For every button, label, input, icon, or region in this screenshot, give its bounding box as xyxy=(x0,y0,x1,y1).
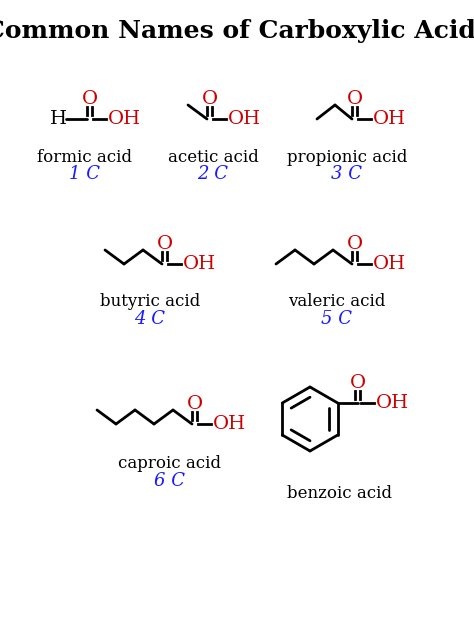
Text: O: O xyxy=(187,395,203,413)
Text: 3 C: 3 C xyxy=(331,165,363,183)
Text: 1 C: 1 C xyxy=(70,165,100,183)
Text: O: O xyxy=(347,235,363,253)
Text: O: O xyxy=(157,235,173,253)
Text: valeric acid: valeric acid xyxy=(288,293,386,311)
Text: O: O xyxy=(347,90,363,108)
Text: O: O xyxy=(202,90,218,108)
Text: 2 C: 2 C xyxy=(198,165,228,183)
Text: 6 C: 6 C xyxy=(155,472,185,490)
Text: OH: OH xyxy=(183,255,216,273)
Text: OH: OH xyxy=(373,110,406,128)
Text: OH: OH xyxy=(373,255,406,273)
Text: H: H xyxy=(49,110,66,128)
Text: OH: OH xyxy=(213,415,246,433)
Text: 4 C: 4 C xyxy=(135,310,165,328)
Text: OH: OH xyxy=(108,110,141,128)
Text: benzoic acid: benzoic acid xyxy=(288,485,392,503)
Text: formic acid: formic acid xyxy=(37,149,133,165)
Text: OH: OH xyxy=(228,110,261,128)
Text: acetic acid: acetic acid xyxy=(168,149,258,165)
Text: propionic acid: propionic acid xyxy=(287,149,407,165)
Text: butyric acid: butyric acid xyxy=(100,293,200,311)
Text: caproic acid: caproic acid xyxy=(118,456,221,472)
Text: 5 C: 5 C xyxy=(321,310,353,328)
Text: OH: OH xyxy=(376,394,409,412)
Text: O: O xyxy=(82,90,98,108)
Text: Common Names of Carboxylic Acids: Common Names of Carboxylic Acids xyxy=(0,19,474,43)
Text: O: O xyxy=(350,374,366,392)
